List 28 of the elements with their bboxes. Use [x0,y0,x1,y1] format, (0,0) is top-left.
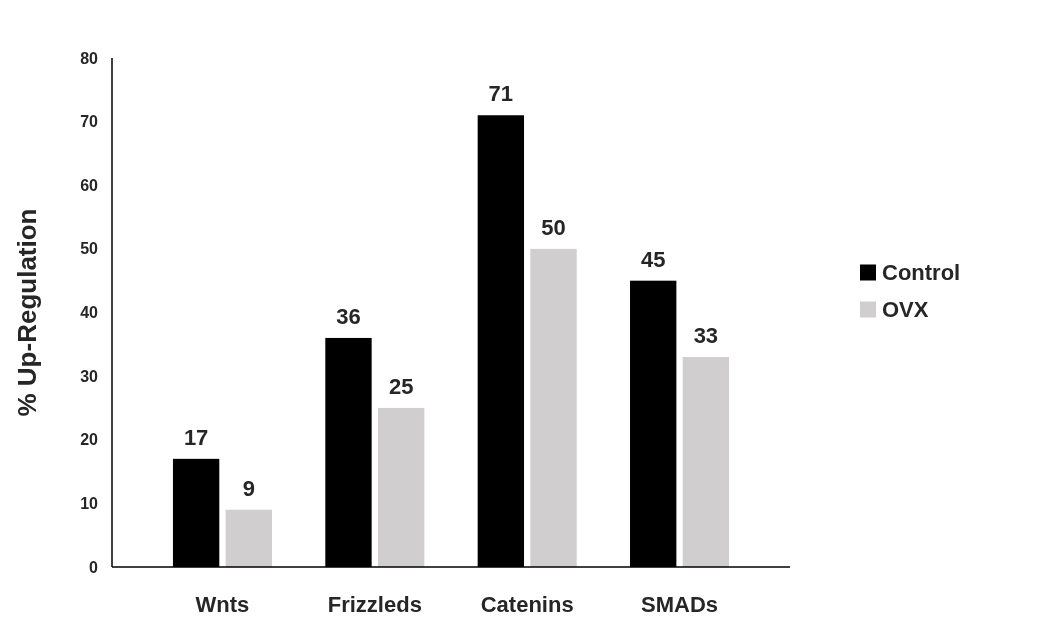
data-label: 17 [183,424,209,450]
x-tick-label: SMADs [641,592,719,617]
y-tick-label: 0 [89,558,99,576]
y-tick-label: 50 [80,240,99,258]
y-tick-label: 10 [80,494,99,512]
data-label: 33 [693,323,719,349]
data-label: 45 [640,246,666,272]
data-label: 71 [488,81,514,107]
y-tick-label: 40 [80,304,99,322]
x-tick-label: Wnts [195,592,250,617]
data-label: 50 [541,214,566,240]
bar [682,357,730,567]
y-axis-title: % Up-Regulation [12,208,42,417]
x-tick-label: Catenins [480,592,574,617]
y-tick-label: 60 [80,176,99,194]
y-tick-label: 70 [80,113,99,131]
legend-label: Control [882,260,961,286]
bar [225,509,272,567]
x-tick-label: Frizzleds [327,592,422,617]
bar [530,248,577,567]
data-label: 25 [388,373,414,399]
y-tick-label: 20 [80,431,99,449]
data-label: 36 [336,303,361,329]
y-tick-label: 80 [80,49,99,67]
y-tick-label: 30 [80,367,99,385]
legend-label: OVX [882,297,929,323]
data-label: 9 [242,475,255,501]
bar [377,407,425,567]
